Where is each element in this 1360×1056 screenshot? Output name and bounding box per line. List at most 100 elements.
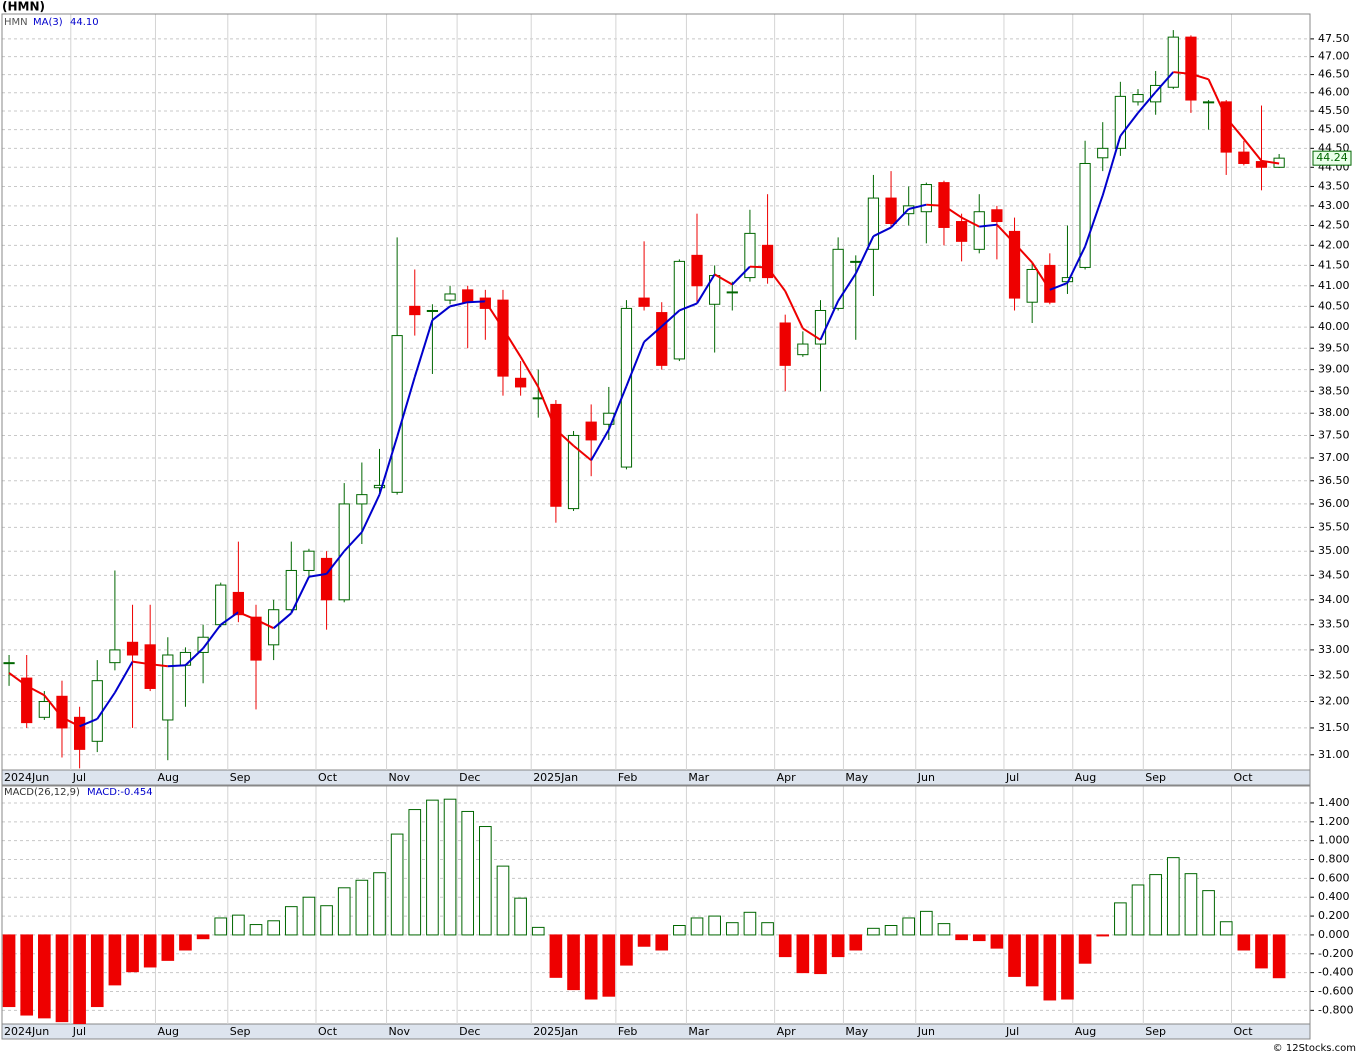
candle-body xyxy=(744,232,756,279)
macd-bar xyxy=(1043,934,1057,1001)
macd-bar xyxy=(937,923,951,936)
macd-bar xyxy=(355,879,369,936)
candle-body xyxy=(197,636,209,653)
x-tick-label: Oct xyxy=(1234,771,1254,784)
y-tick-label: 37.50 xyxy=(1318,428,1350,441)
ma-line-segment xyxy=(661,309,681,328)
ma-line-segment xyxy=(96,692,116,720)
candle-body xyxy=(426,309,439,312)
candle-body xyxy=(850,260,862,263)
ma-line-segment xyxy=(979,223,998,228)
x-tick-label: Jul xyxy=(72,1025,86,1038)
x-tick-label: Jul xyxy=(1005,771,1019,784)
x-tick-label: Sep xyxy=(1145,1025,1166,1038)
candle-body xyxy=(726,291,738,294)
candle-body xyxy=(144,644,156,689)
ma-line-segment xyxy=(625,341,646,387)
x-tick-label: Sep xyxy=(230,1025,251,1038)
candle-body xyxy=(179,651,192,666)
y-tick-label: 36.50 xyxy=(1318,474,1350,487)
y-tick-label: 41.00 xyxy=(1318,279,1350,292)
last-price-label: 44.24 xyxy=(1316,151,1348,164)
y-tick-label: 47.00 xyxy=(1318,50,1350,63)
candle-body xyxy=(409,305,421,316)
x-tick-label: 2024Jun xyxy=(4,771,49,784)
macd-bar xyxy=(884,925,898,936)
candle-body xyxy=(320,557,333,601)
y-tick-label: 32.00 xyxy=(1318,695,1350,708)
macd-bar xyxy=(337,887,351,936)
x-tick-label: Mar xyxy=(688,1025,709,1038)
ma-line-segment xyxy=(167,664,186,668)
macd-bar xyxy=(690,917,704,936)
candle-body xyxy=(638,297,650,307)
x-tick-label: Jul xyxy=(1005,1025,1019,1038)
macd-bar xyxy=(620,934,633,966)
candle-body xyxy=(832,248,844,309)
x-tick-label: Sep xyxy=(230,771,251,784)
y-tick-label: 40.50 xyxy=(1318,299,1350,312)
ma-line-segment xyxy=(819,300,840,341)
macd-bar xyxy=(90,934,104,1008)
macd-bar xyxy=(778,934,792,958)
ma-line-segment xyxy=(220,611,239,626)
x-tick-label: Aug xyxy=(1075,771,1096,784)
ma-line-segment xyxy=(449,301,468,308)
macd-bar xyxy=(637,934,651,947)
y-tick-label: 46.50 xyxy=(1318,68,1350,81)
y-tick-label: 32.50 xyxy=(1318,669,1350,682)
y-tick-label: 0.400 xyxy=(1318,890,1350,903)
ma-line-segment xyxy=(555,428,575,447)
ma-line-segment xyxy=(114,661,134,694)
y-tick-label: 36.00 xyxy=(1318,497,1350,510)
x-axis-strip xyxy=(1,1023,1311,1040)
ma-line-segment xyxy=(1013,242,1033,264)
ma-line-segment xyxy=(679,302,698,312)
macd-bar xyxy=(390,833,404,936)
ma-line-segment xyxy=(926,203,945,207)
y-tick-label: 45.50 xyxy=(1318,104,1350,117)
candle-body xyxy=(1132,94,1144,103)
ma-line-segment xyxy=(1101,135,1122,196)
macd-bar xyxy=(443,798,457,936)
ma-line-segment xyxy=(202,624,222,649)
y-tick-label: 31.00 xyxy=(1318,748,1350,761)
legend-ma-value: 44.10 xyxy=(70,17,99,28)
y-tick-label: 34.00 xyxy=(1318,593,1350,606)
ma-line-segment xyxy=(132,660,151,666)
plot-frame xyxy=(1,785,1311,1040)
macd-bar xyxy=(249,924,263,936)
y-tick-label: 33.00 xyxy=(1318,643,1350,656)
ma-line-segment xyxy=(467,300,486,304)
ma-line-segment xyxy=(1031,262,1051,291)
y-tick-label: 38.00 xyxy=(1318,406,1350,419)
x-tick-label: Oct xyxy=(318,771,338,784)
ma-line-segment xyxy=(1154,71,1175,93)
legend-macd: MACD(26,12,9) xyxy=(4,787,80,798)
ma-line-segment xyxy=(79,717,98,728)
macd-bar xyxy=(1096,934,1110,937)
macd-bar xyxy=(584,934,598,1000)
candle-body xyxy=(250,616,262,661)
ma-line-segment xyxy=(943,205,963,219)
macd-bar xyxy=(867,927,880,936)
candle-body xyxy=(1097,147,1109,159)
x-tick-label: Oct xyxy=(1234,1025,1254,1038)
candle-body xyxy=(656,312,668,366)
ma-line-segment xyxy=(290,576,310,614)
macd-bar xyxy=(814,934,827,975)
x-tick-label: Mar xyxy=(688,771,709,784)
ma-line-segment xyxy=(1243,138,1263,162)
ma-line-segment xyxy=(1049,281,1068,291)
candle-body xyxy=(3,662,15,665)
x-tick-label: Dec xyxy=(459,1025,480,1038)
ma-line-segment xyxy=(150,663,168,668)
ma-line-segment xyxy=(961,216,980,228)
candle-body xyxy=(109,649,121,664)
macd-bar xyxy=(1219,921,1233,936)
candle-body xyxy=(232,591,244,616)
y-tick-label: 47.50 xyxy=(1318,32,1350,45)
macd-bar xyxy=(108,934,122,986)
x-tick-label: Jun xyxy=(917,771,935,784)
